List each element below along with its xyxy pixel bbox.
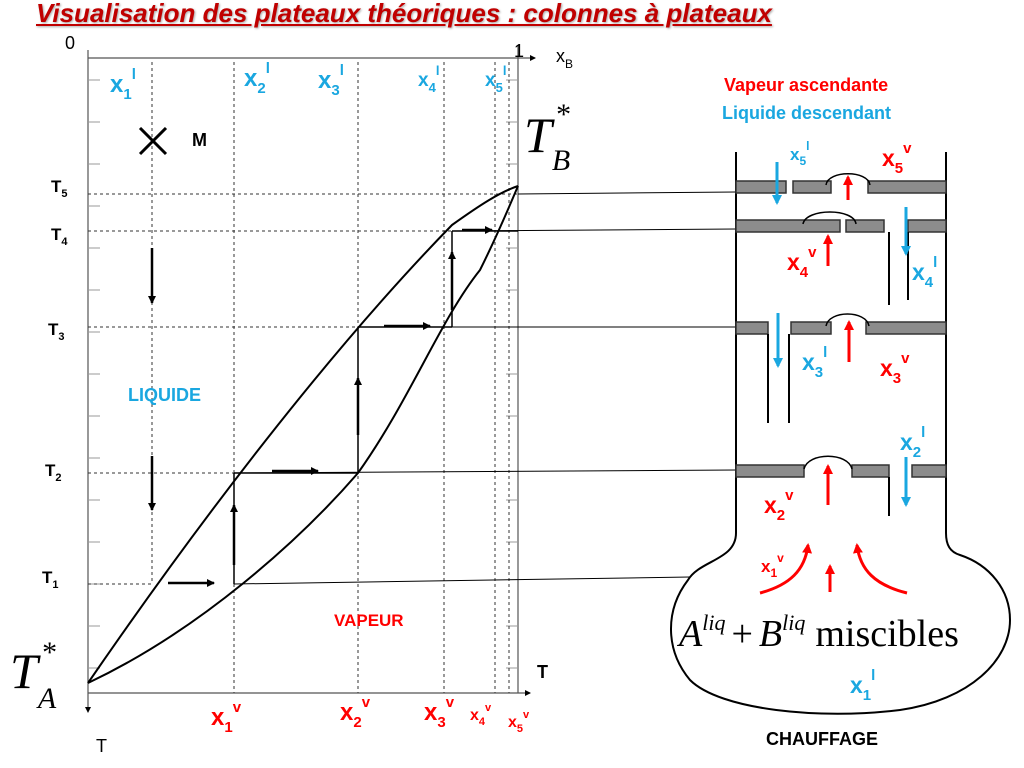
x2-liquid-top: x2l bbox=[244, 60, 270, 97]
mixture-formula: Aliq + Bliq miscibles bbox=[676, 610, 959, 655]
phase-diagram: M 0 1 xB T T x1l x2l x3l x4l x5l x1v x2v… bbox=[10, 33, 573, 756]
plates bbox=[735, 180, 947, 478]
plate-x5-liquid: x5l bbox=[790, 139, 810, 168]
plate-x4-vapor: x4v bbox=[787, 244, 817, 281]
heating-label: CHAUFFAGE bbox=[766, 729, 878, 749]
diagram-arrows bbox=[148, 226, 493, 587]
plate-labels: x5l x5v x4v x4l x3l x3v x2l x2v x1v x1l bbox=[761, 139, 937, 704]
plate-x3-vapor: x3v bbox=[880, 350, 910, 387]
downcomers bbox=[767, 232, 909, 516]
vapor-arrows bbox=[759, 175, 908, 595]
legend-liquid: Liquide descendant bbox=[722, 103, 891, 123]
t1-label: T1 bbox=[42, 568, 59, 591]
boiler-x1-liquid: x1l bbox=[850, 667, 875, 704]
tb-star-label: TB* bbox=[524, 98, 571, 177]
slide-title: Visualisation des plateaux théoriques : … bbox=[36, 0, 772, 28]
liquid-region-label: LIQUIDE bbox=[128, 385, 201, 405]
bubble-caps bbox=[802, 173, 871, 470]
temperature-lines bbox=[88, 193, 518, 585]
tie-lines bbox=[233, 230, 518, 584]
ta-star-label: TA* bbox=[10, 636, 57, 715]
t3-label: T3 bbox=[48, 320, 65, 343]
x1-vapor-bottom: x1v bbox=[211, 699, 242, 736]
t-axis-label-right: T bbox=[537, 662, 548, 682]
x2-vapor-bottom: x2v bbox=[340, 694, 371, 731]
point-m-label: M bbox=[192, 130, 207, 150]
t5-label: T5 bbox=[51, 177, 68, 200]
liquid-arrows bbox=[772, 162, 911, 507]
plate-x2-vapor: x2v bbox=[764, 487, 794, 524]
vapor-region-label: VAPEUR bbox=[334, 611, 404, 630]
plate-x5-vapor: x5v bbox=[882, 140, 912, 177]
x5-vapor-bottom: x5v bbox=[508, 709, 530, 735]
t-axis-label-bottom: T bbox=[96, 736, 107, 756]
t4-label: T4 bbox=[51, 225, 68, 248]
x3-liquid-top: x3l bbox=[318, 62, 344, 99]
x5-liquid-top: x5l bbox=[485, 63, 506, 95]
x3-vapor-bottom: x3v bbox=[424, 694, 455, 731]
plate-x2-liquid: x2l bbox=[900, 424, 925, 461]
x4-vapor-bottom: x4v bbox=[470, 702, 492, 728]
bubble-curve bbox=[87, 185, 519, 684]
distillation-column: Vapeur ascendante Liquide descendant bbox=[670, 75, 1012, 749]
x4-liquid-top: x4l bbox=[418, 63, 439, 95]
t2-label: T2 bbox=[45, 461, 62, 484]
x1-liquid-top: x1l bbox=[110, 66, 136, 103]
legend-vapor: Vapeur ascendante bbox=[724, 75, 888, 95]
origin-label: 0 bbox=[65, 33, 75, 53]
plate-x1-vapor: x1v bbox=[761, 551, 784, 580]
point-m-marker bbox=[138, 126, 168, 156]
left-ticks bbox=[88, 79, 100, 669]
temperature-labels: T5 T4 T3 T2 T1 bbox=[42, 177, 68, 591]
connector-lines bbox=[233, 191, 737, 585]
x-axis-label: xB bbox=[556, 46, 573, 71]
right-ticks bbox=[506, 79, 518, 669]
end-label: 1 bbox=[514, 41, 524, 61]
bottom-labels: x1v x2v x3v x4v x5v bbox=[211, 694, 530, 736]
composition-lines bbox=[151, 62, 510, 693]
dew-curve bbox=[87, 185, 519, 684]
plate-x4-liquid: x4l bbox=[912, 254, 937, 291]
plate-x3-liquid: x3l bbox=[802, 344, 827, 381]
top-labels: x1l x2l x3l x4l x5l bbox=[110, 60, 506, 103]
